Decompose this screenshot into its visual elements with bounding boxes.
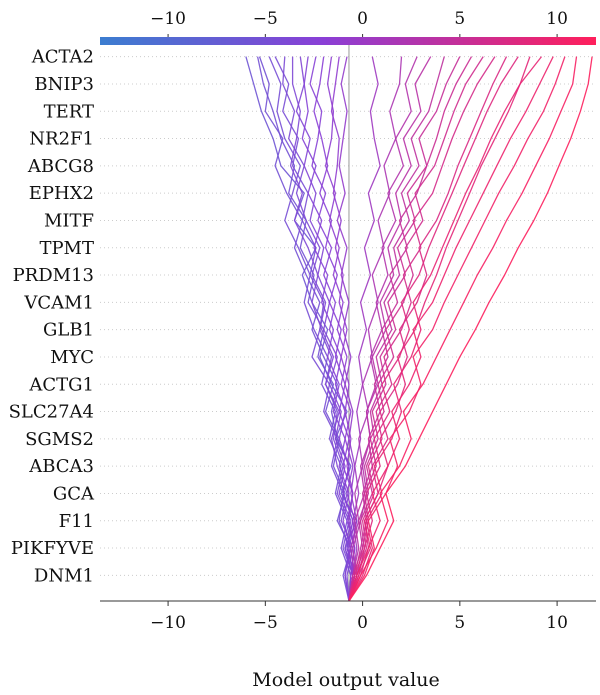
decision-lines (245, 56, 593, 602)
bottom-tick-label: 0 (357, 613, 368, 633)
feature-label: SGMS2 (25, 429, 94, 450)
feature-label: PIKFYVE (11, 538, 94, 559)
decision-line (313, 56, 356, 602)
feature-label: NR2F1 (29, 129, 94, 150)
feature-label: MYC (50, 347, 94, 368)
feature-label: GLB1 (43, 320, 94, 341)
feature-gridlines (100, 43, 596, 601)
decision-line (309, 56, 356, 602)
feature-label: BNIP3 (34, 74, 94, 95)
feature-label: TPMT (39, 238, 94, 259)
bottom-tick-label: −10 (150, 613, 186, 633)
feature-labels: ACTA2 BNIP3 TERT NR2F1 ABCG8 EPHX2 MITF TPMT PRD… (9, 47, 95, 587)
x-axis-title: Model output value (252, 669, 439, 691)
bottom-tick-label: −5 (253, 613, 278, 633)
feature-label: ACTA2 (31, 47, 94, 68)
decision-line (348, 56, 519, 602)
feature-label: GCA (53, 483, 95, 504)
feature-label: DNM1 (34, 565, 94, 586)
top-axis: −10 −5 0 5 10 (150, 9, 568, 37)
bottom-tick-label: 10 (546, 613, 568, 633)
feature-label: F11 (59, 511, 94, 532)
top-tick-label: 0 (357, 9, 368, 29)
feature-label: VCAM1 (23, 292, 94, 313)
decision-line (348, 56, 578, 602)
feature-label: ABCG8 (27, 156, 94, 177)
decision-line (348, 56, 566, 602)
feature-label: EPHX2 (29, 183, 94, 204)
feature-label: TERT (44, 101, 94, 122)
decision-line (289, 56, 354, 602)
feature-label: SLC27A4 (9, 402, 94, 423)
top-tick-label: 10 (546, 9, 568, 29)
top-tick-label: −5 (253, 9, 278, 29)
feature-label: ABCA3 (28, 456, 94, 477)
decision-line (295, 56, 354, 602)
top-tick-label: 5 (454, 9, 465, 29)
decision-line (330, 56, 356, 602)
decision-line (348, 56, 531, 602)
decision-line (301, 56, 352, 602)
decision-line (348, 56, 381, 602)
decision-line (348, 56, 554, 602)
decision-line (348, 56, 445, 602)
decision-line (348, 56, 496, 602)
colorbar-gradient (100, 37, 596, 45)
bottom-tick-label: 5 (454, 613, 465, 633)
feature-label: ACTG1 (28, 374, 94, 395)
feature-label: PRDM13 (13, 265, 94, 286)
decision-line (348, 56, 543, 602)
decision-line (348, 56, 473, 602)
bottom-axis: −10 −5 0 5 10 (100, 600, 596, 633)
top-tick-label: −10 (150, 9, 186, 29)
decision-line (324, 56, 356, 602)
feature-label: MITF (44, 210, 94, 231)
colorbar (100, 37, 596, 45)
decision-line (348, 56, 593, 602)
